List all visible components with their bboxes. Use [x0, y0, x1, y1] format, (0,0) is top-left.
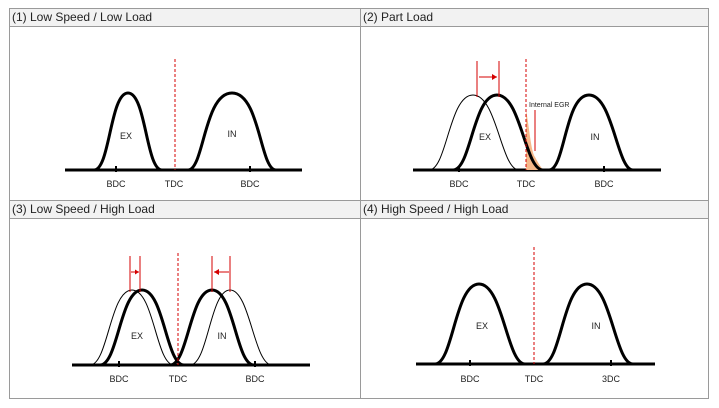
exhaust-valve-curve: [93, 91, 163, 172]
valve-timing-figure: (1) Low Speed / Low Load EX IN BDC TDC B…: [9, 8, 709, 399]
panel-title: (3) Low Speed / High Load: [10, 201, 360, 219]
intake-valve-curve: [542, 282, 634, 366]
tdc-label: TDC: [517, 179, 536, 189]
panel-title: (2) Part Load: [361, 9, 708, 27]
panel-high-speed-high-load: (4) High Speed / High Load EX IN BDC TDC…: [361, 201, 708, 398]
bdc-label-right: BDC: [594, 179, 614, 189]
panel-low-speed-low-load: (1) Low Speed / Low Load EX IN BDC TDC B…: [10, 9, 361, 201]
panel-diagram: Internal EGR EX IN BDC TDC BDC: [361, 27, 708, 200]
ex-label: EX: [120, 131, 132, 141]
exhaust-valve-curve-base: [428, 94, 520, 171]
tdc-label: TDC: [165, 179, 184, 189]
in-label: IN: [592, 321, 601, 331]
in-label: IN: [591, 132, 600, 142]
panel-part-load: (2) Part Load Internal EGR EX IN BDC: [361, 9, 708, 201]
intake-valve-curve-base: [189, 289, 273, 366]
bdc-label-right: BDC: [245, 374, 265, 384]
ex-label: EX: [476, 321, 488, 331]
internal-egr-label: Internal EGR: [529, 102, 569, 109]
exhaust-valve-curve-retarded: [99, 288, 185, 367]
bdc-label-left: BDC: [449, 179, 469, 189]
bdc-label-left: BDC: [460, 374, 480, 384]
in-advance-arrow-head: [214, 269, 219, 275]
exhaust-valve-curve-base: [89, 289, 175, 366]
ex-label: EX: [479, 132, 491, 142]
exhaust-valve-curve: [434, 282, 526, 366]
valve-lift-diagram: EX IN BDC TDC BDC: [72, 253, 310, 384]
bdc-label-left: BDC: [109, 374, 129, 384]
bdc-label-left: BDC: [106, 179, 126, 189]
panel-diagram: EX IN BDC TDC BDC: [10, 219, 360, 398]
valve-lift-diagram: EX IN BDC TDC BDC: [65, 59, 302, 189]
panel-diagram: EX IN BDC TDC BDC: [10, 27, 360, 200]
in-label: IN: [228, 129, 237, 139]
ex-retard-arrow-head: [135, 269, 139, 275]
tdc-label: TDC: [525, 374, 544, 384]
ex-label: EX: [131, 331, 143, 341]
valve-lift-diagram: EX IN BDC TDC 3DC: [416, 247, 655, 384]
intake-valve-curve: [187, 91, 277, 172]
panel-diagram: EX IN BDC TDC 3DC: [361, 219, 708, 398]
in-label: IN: [218, 331, 227, 341]
panel-title: (4) High Speed / High Load: [361, 201, 708, 219]
panel-low-speed-high-load: (3) Low Speed / High Load EX: [10, 201, 361, 398]
intake-valve-curve: [548, 93, 634, 172]
tdc-label: TDC: [169, 374, 188, 384]
bdc-label-right: BDC: [240, 179, 260, 189]
valve-lift-diagram: Internal EGR EX IN BDC TDC BDC: [413, 59, 661, 189]
bdc-label-right: 3DC: [602, 374, 621, 384]
panel-title: (1) Low Speed / Low Load: [10, 9, 360, 27]
exhaust-valve-curve-retarded: [452, 93, 544, 172]
retard-arrow-head: [492, 74, 497, 80]
intake-valve-curve-advanced: [169, 288, 255, 367]
